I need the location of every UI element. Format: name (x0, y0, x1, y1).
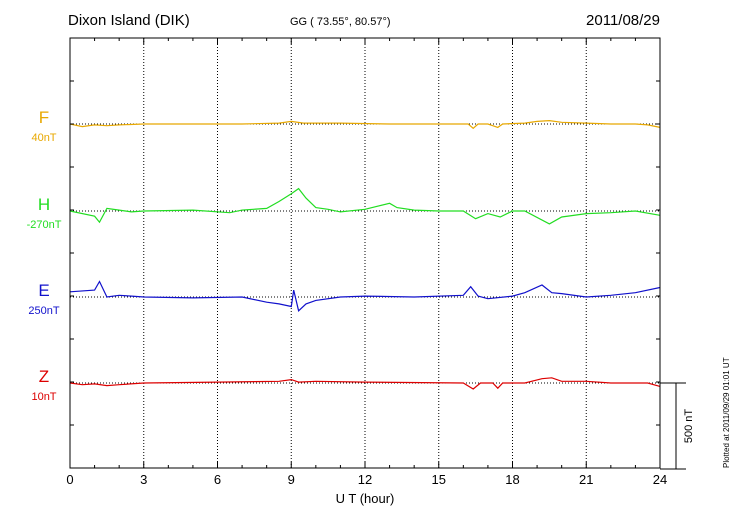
series-baseline-z: 10nT (31, 391, 56, 403)
series-line-h (69, 187, 661, 225)
series-name-f: F (39, 108, 49, 127)
series-name-z: Z (39, 367, 49, 386)
series-labels: F 40nT H -270nT E 250nT Z 10nT (27, 108, 62, 403)
x-tick-label: 9 (288, 472, 295, 487)
scale-bar: 500 nT (660, 382, 695, 470)
station-coords: GG ( 73.55°, 80.57°) (290, 16, 391, 28)
series-baseline-h: -270nT (27, 219, 62, 231)
series-line-f (69, 119, 661, 130)
x-axis: 0 3 6 9 12 15 18 21 24 (66, 38, 667, 487)
series-name-h: H (38, 195, 50, 214)
series-line-z (69, 377, 661, 390)
x-tick-label: 6 (214, 472, 221, 487)
series-lines (69, 119, 661, 390)
scale-bar-label: 500 nT (683, 409, 695, 444)
x-tick-label: 24 (653, 472, 667, 487)
station-title: Dixon Island (DIK) (68, 12, 190, 29)
x-tick-label: 12 (358, 472, 372, 487)
x-tick-label: 21 (579, 472, 593, 487)
plotted-note: Plotted at 2011/09/29 01:01 UT (722, 357, 730, 468)
plot-frame (69, 37, 661, 469)
x-tick-label: 0 (66, 472, 73, 487)
series-line-e (69, 280, 661, 312)
series-baseline-f: 40nT (31, 132, 56, 144)
series-name-e: E (38, 281, 49, 300)
x-tick-label: 3 (140, 472, 147, 487)
x-tick-label: 18 (505, 472, 519, 487)
grid-lines (143, 38, 587, 468)
x-axis-label: U T (hour) (336, 491, 395, 506)
series-baseline-e: 250nT (28, 305, 59, 317)
chart-date: 2011/08/29 (586, 12, 660, 29)
x-tick-label: 15 (432, 472, 446, 487)
